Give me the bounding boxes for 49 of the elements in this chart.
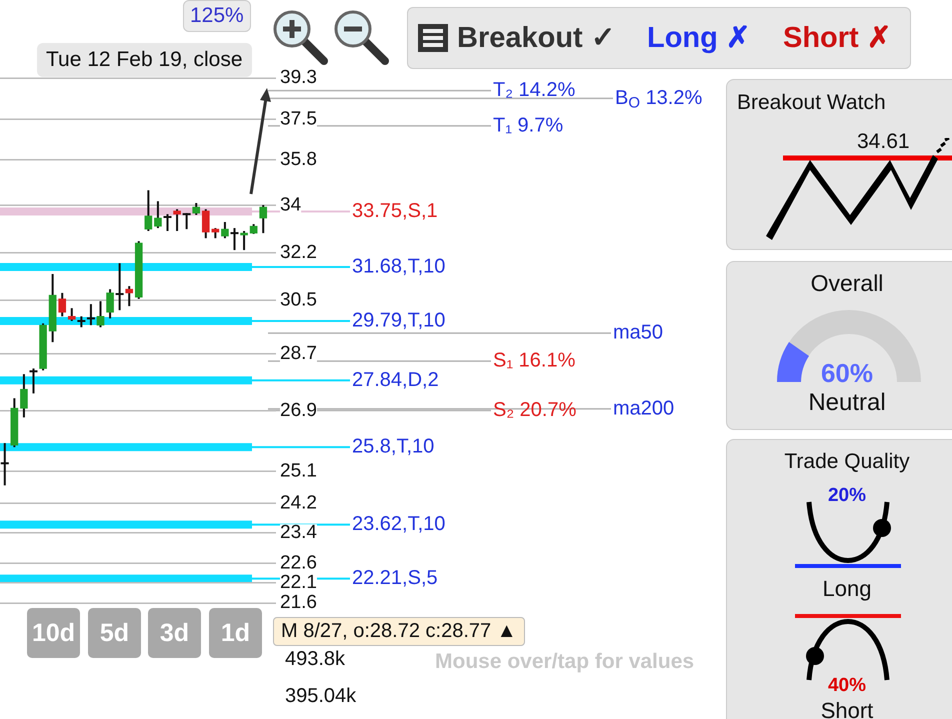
text: 493.8k xyxy=(285,648,346,671)
text: 5d xyxy=(88,608,141,658)
ref-line-label: 23.62,T,10 xyxy=(352,513,446,536)
y-tick-label: 30.5 xyxy=(280,290,317,311)
text: Overall xyxy=(810,270,884,297)
ref-line-label: S₂ 20.7% xyxy=(493,399,577,422)
text: 125% xyxy=(183,0,251,32)
ref-line-label: 33.75,S,1 xyxy=(352,200,438,222)
text: M 8/27, o:28.72 c:28.77 ▲ xyxy=(273,617,524,646)
text: Breakout ✓ xyxy=(457,21,615,55)
text: Trade Quality xyxy=(783,450,911,474)
ref-line-label: S₁ 16.1% xyxy=(493,350,576,372)
y-tick-label: 35.8 xyxy=(280,149,317,170)
text: 395.04k xyxy=(285,685,356,708)
ref-line-label: 31.68,T,10 xyxy=(352,256,446,278)
y-tick-label: 21.6 xyxy=(280,592,317,614)
text: Tue 12 Feb 19, close xyxy=(37,43,252,77)
text: Neutral xyxy=(807,389,887,417)
ref-line-label: T₂ 14.2% xyxy=(493,79,576,102)
y-tick-label: 22.6 xyxy=(280,552,317,574)
text: Short ✗ xyxy=(783,21,891,55)
y-tick-label: 25.1 xyxy=(280,460,317,482)
ref-line-label: 25.8,T,10 xyxy=(352,436,434,458)
text: 40% xyxy=(826,675,868,697)
y-tick-label: 22.1 xyxy=(280,572,317,594)
text: Breakout Watch xyxy=(737,91,886,115)
text: Short xyxy=(820,698,874,719)
ref-line-label: 29.79,T,10 xyxy=(352,310,446,332)
ref-line-label: 22.21,S,5 xyxy=(352,567,438,590)
y-tick-label: 32.2 xyxy=(280,242,317,264)
ref-line-label: ma50 xyxy=(613,322,664,344)
text: Long xyxy=(822,576,872,602)
y-tick-label: 28.7 xyxy=(280,342,317,364)
ref-line-label: 27.84,D,2 xyxy=(352,368,439,391)
text: 20% xyxy=(826,485,868,507)
ref-line-label: T₁ 9.7% xyxy=(493,114,564,136)
y-tick-label: 37.5 xyxy=(280,108,317,130)
y-tick-label: 24.2 xyxy=(280,492,317,514)
y-tick-label: 26.9 xyxy=(280,400,317,421)
text: 3d xyxy=(148,608,201,658)
text: 1d xyxy=(209,608,262,658)
y-tick-label: 34 xyxy=(280,194,302,216)
ref-line-label: ma200 xyxy=(613,397,674,420)
text: 34.61 xyxy=(857,130,910,154)
text: Long ✗ xyxy=(647,21,750,55)
text: 10d xyxy=(27,608,80,658)
y-tick-label: 23.4 xyxy=(280,522,318,544)
text: 60% xyxy=(820,358,874,389)
y-tick-label: 39.3 xyxy=(280,67,317,88)
